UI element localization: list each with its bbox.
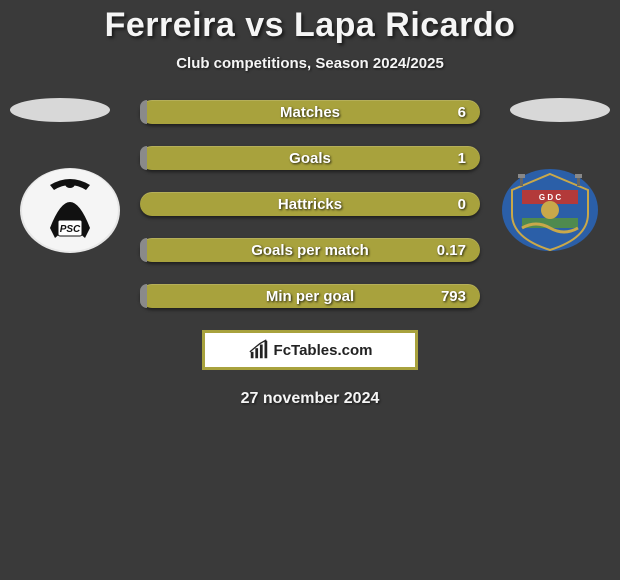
brand-badge: FcTables.com (202, 330, 418, 370)
club-crest-right: G D C (500, 168, 600, 253)
stat-row: Matches 6 (140, 100, 480, 124)
stat-label: Goals per match (251, 242, 369, 259)
stat-row: Hattricks 0 (140, 192, 480, 216)
brand-text: FcTables.com (274, 342, 373, 359)
stat-value: 1 (458, 150, 466, 167)
stat-row: Goals 1 (140, 146, 480, 170)
stat-left-segment (140, 238, 147, 262)
stat-row: Goals per match 0.17 (140, 238, 480, 262)
stat-label: Goals (289, 150, 331, 167)
stat-value: 6 (458, 104, 466, 121)
stat-value: 0 (458, 196, 466, 213)
bar-chart-icon (248, 339, 270, 361)
stats-list: Matches 6 Goals 1 Hattricks 0 Goals per … (140, 100, 480, 308)
stat-label: Matches (280, 104, 340, 121)
svg-text:PSC: PSC (60, 224, 81, 235)
page-subtitle: Club competitions, Season 2024/2025 (0, 55, 620, 72)
svg-text:G D C: G D C (539, 193, 561, 202)
oval-placeholder-left (10, 98, 110, 122)
page-title: Ferreira vs Lapa Ricardo (0, 6, 620, 45)
stat-left-segment (140, 100, 147, 124)
stat-left-segment (140, 284, 147, 308)
oval-placeholder-right (510, 98, 610, 122)
stat-label: Hattricks (278, 196, 342, 213)
stat-label: Min per goal (266, 288, 354, 305)
stat-value: 793 (441, 288, 466, 305)
stat-left-segment (140, 146, 147, 170)
club-crest-left: PSC (20, 168, 120, 253)
snapshot-date: 27 november 2024 (0, 390, 620, 408)
stat-value: 0.17 (437, 242, 466, 259)
stat-row: Min per goal 793 (140, 284, 480, 308)
